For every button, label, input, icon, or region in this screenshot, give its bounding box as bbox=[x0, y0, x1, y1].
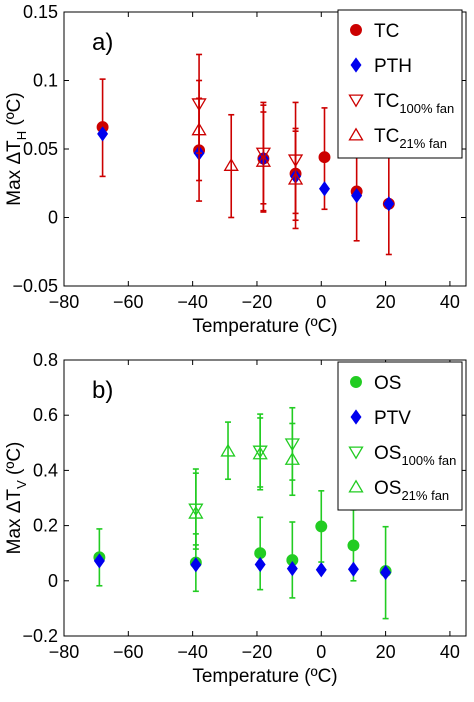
panel-label: b) bbox=[92, 377, 113, 404]
data-point bbox=[347, 539, 360, 552]
x-axis-title: Temperature (ºC) bbox=[192, 316, 337, 337]
series-3 bbox=[188, 417, 300, 550]
data-point bbox=[97, 126, 109, 142]
legend-entry: PTV bbox=[374, 408, 411, 429]
x-tick-label: 0 bbox=[316, 292, 326, 312]
data-point bbox=[220, 443, 236, 457]
data-point bbox=[223, 157, 239, 171]
data-point bbox=[315, 520, 328, 533]
data-point bbox=[351, 187, 363, 204]
x-tick-label: 20 bbox=[376, 292, 396, 312]
y-tick-label: 0.4 bbox=[33, 460, 58, 480]
data-point bbox=[319, 181, 330, 197]
data-point bbox=[380, 564, 392, 581]
legend-entry: OS100% fan bbox=[374, 443, 456, 468]
x-axis-title: Temperature (ºC) bbox=[192, 666, 337, 687]
legend-marker bbox=[348, 479, 364, 493]
x-tick-label: 40 bbox=[440, 642, 460, 662]
legend-marker bbox=[350, 57, 362, 73]
data-point bbox=[252, 446, 268, 460]
legend-entry: TC21% fan bbox=[374, 126, 447, 151]
panel-label: a) bbox=[92, 29, 113, 56]
x-tick-label: −80 bbox=[49, 292, 80, 312]
y-tick-label: 0.8 bbox=[33, 350, 58, 370]
y-tick-label: 0.2 bbox=[33, 516, 58, 536]
data-point bbox=[318, 151, 331, 164]
legend-marker bbox=[348, 94, 364, 108]
data-point bbox=[383, 196, 395, 212]
series-2 bbox=[188, 406, 300, 546]
legend-entry: PTH bbox=[374, 56, 412, 77]
data-point bbox=[347, 561, 359, 577]
y-tick-label: 0 bbox=[48, 571, 58, 591]
y-tick-label: 0.15 bbox=[23, 2, 58, 22]
legend-marker bbox=[348, 127, 364, 141]
x-tick-label: −40 bbox=[177, 292, 208, 312]
legend: OS PTV OS100% fan OS21% fan bbox=[337, 361, 463, 511]
y-tick-label: 0.05 bbox=[23, 139, 58, 159]
legend-marker bbox=[348, 446, 364, 460]
data-point bbox=[191, 122, 207, 136]
data-point bbox=[284, 451, 300, 465]
legend-marker bbox=[350, 376, 362, 388]
x-tick-label: −20 bbox=[242, 292, 273, 312]
legend-marker bbox=[350, 24, 362, 36]
x-tick-label: −60 bbox=[113, 292, 144, 312]
y-tick-label: 0 bbox=[48, 208, 58, 228]
data-point bbox=[188, 505, 204, 519]
x-tick-label: −80 bbox=[49, 642, 80, 662]
series-1 bbox=[93, 553, 392, 581]
legend-marker bbox=[350, 409, 362, 425]
x-tick-label: −40 bbox=[177, 642, 208, 662]
data-point bbox=[287, 171, 304, 185]
data-point bbox=[315, 562, 327, 578]
y-tick-label: 0.1 bbox=[33, 71, 58, 91]
data-point bbox=[93, 553, 105, 569]
x-tick-label: 20 bbox=[376, 642, 396, 662]
y-tick-label: −0.2 bbox=[22, 626, 58, 646]
x-tick-label: 0 bbox=[316, 642, 326, 662]
plot-frame bbox=[63, 359, 467, 637]
legend-entry: TC100% fan bbox=[374, 91, 454, 116]
x-tick-label: 40 bbox=[440, 292, 460, 312]
data-point bbox=[255, 153, 272, 167]
y-axis-title: Max ΔTV (ºC) bbox=[4, 442, 29, 555]
legend-entry: TC bbox=[374, 21, 399, 42]
data-point bbox=[254, 556, 266, 573]
series-3 bbox=[191, 79, 304, 230]
y-tick-label: 0.6 bbox=[33, 405, 58, 425]
x-tick-label: −60 bbox=[113, 642, 144, 662]
y-axis-title: Max ΔTH (ºC) bbox=[4, 92, 29, 205]
data-point bbox=[190, 557, 202, 573]
y-tick-label: −0.05 bbox=[12, 276, 58, 296]
legend-entry: OS21% fan bbox=[374, 478, 449, 503]
legend: TC PTH TC100% fan TC21% fan bbox=[337, 9, 463, 159]
x-tick-label: −20 bbox=[242, 642, 273, 662]
data-point bbox=[286, 561, 298, 577]
chart-panel-b: −80 −60 −40 −20 0 20 40 −0.2 0 0.2 0.4 0.6 0.8 Temper… bbox=[4, 350, 467, 687]
chart-panel-a: −80 −60 −40 −20 0 20 40 −0.05 0 0.05 0.1 0.15 Temper… bbox=[4, 2, 467, 337]
legend-entry: OS bbox=[374, 373, 401, 394]
series-2 bbox=[191, 53, 304, 215]
